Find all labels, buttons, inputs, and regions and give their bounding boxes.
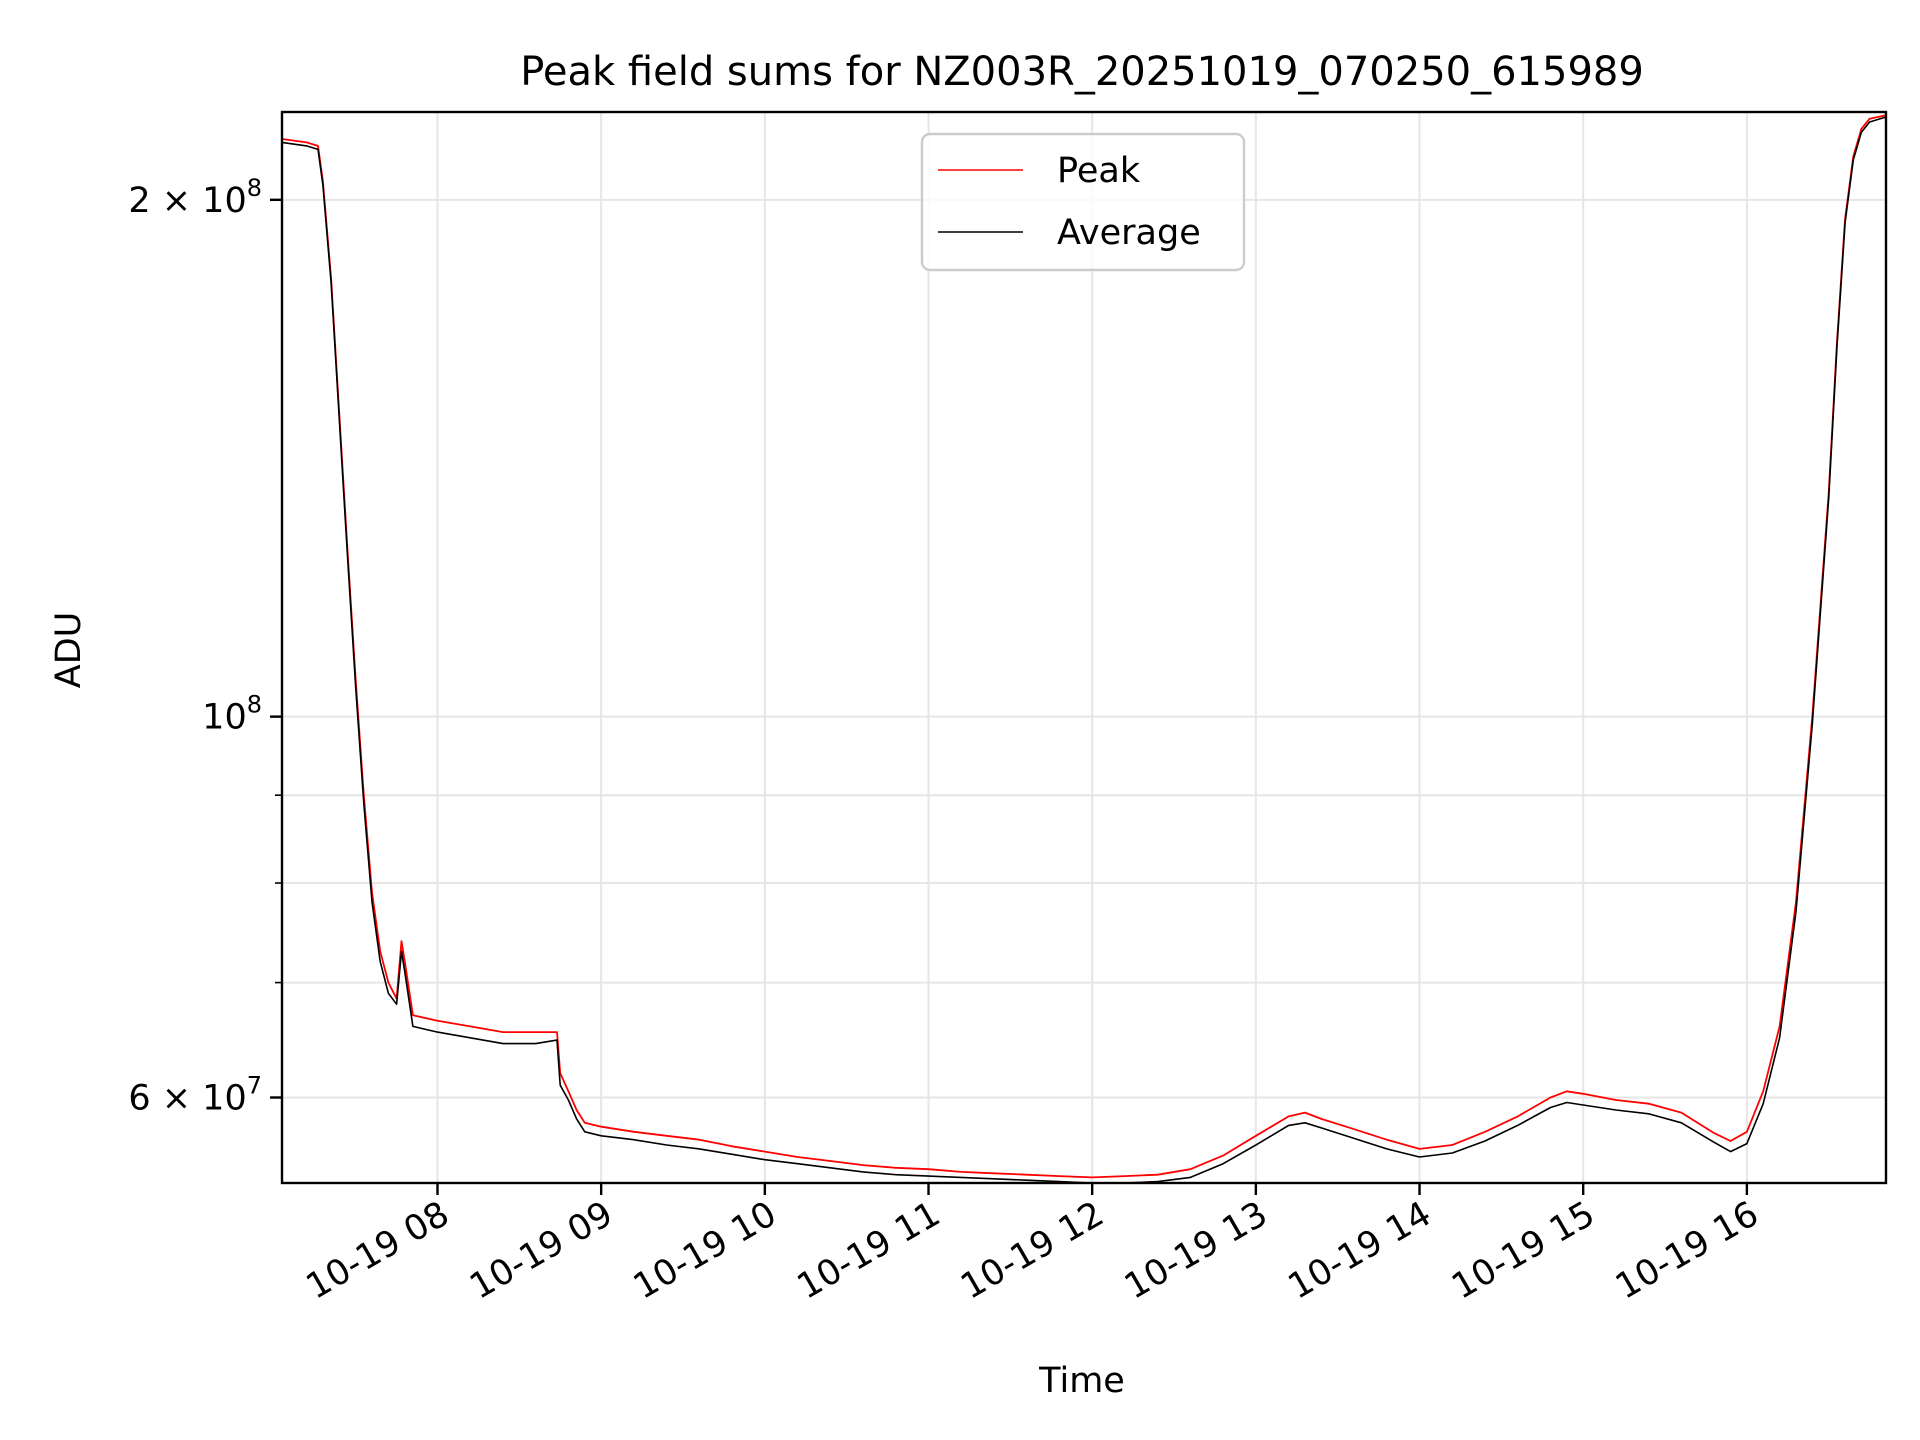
y-axis-label: ADU (49, 612, 89, 689)
y-tick-label: 108 (202, 691, 262, 738)
legend-label-peak: Peak (1057, 151, 1141, 191)
y-tick-label: 6 × 107 (128, 1072, 262, 1119)
legend-label-average: Average (1057, 213, 1201, 253)
series-layer (281, 114, 1887, 1184)
plot-frame (280, 110, 1888, 1185)
x-axis-label: Time (1038, 1361, 1125, 1401)
legend-box (920, 132, 1246, 272)
legend: Peak Average (920, 132, 1246, 272)
series-line-average (281, 116, 1887, 1184)
chart-title: Peak field sums for NZ003R_20251019_0702… (520, 49, 1644, 95)
y-tick-label: 2 × 108 (128, 174, 262, 221)
